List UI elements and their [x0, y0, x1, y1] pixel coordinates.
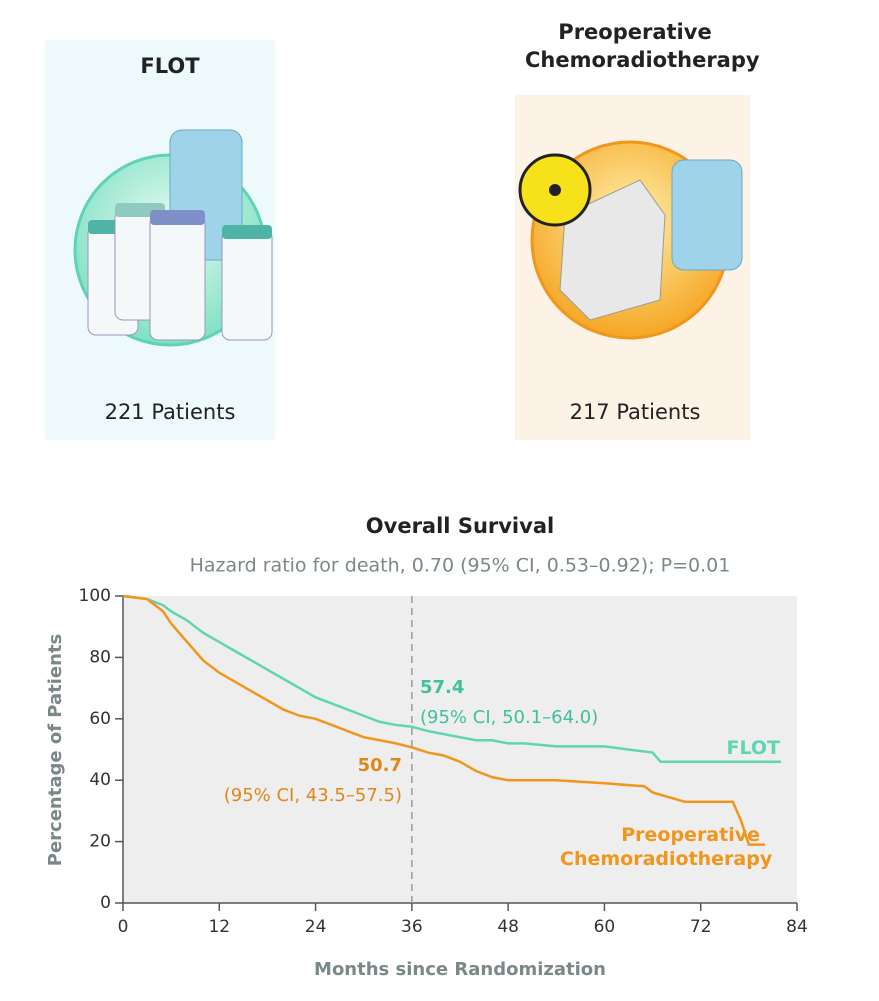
x-tick-label: 24 [305, 917, 327, 937]
x-tick-label: 60 [594, 917, 616, 937]
y-tick-label: 80 [89, 647, 111, 667]
chart-subtitle: Hazard ratio for death, 0.70 (95% CI, 0.… [190, 555, 731, 577]
crt-illustration [515, 95, 750, 440]
x-tick-label: 72 [690, 917, 712, 937]
arm-patients: 221 Patients [104, 400, 236, 424]
x-tick-label: 84 [786, 917, 808, 937]
x-tick-label: 36 [401, 917, 423, 937]
y-tick-label: 60 [89, 709, 111, 729]
plot-bg [123, 596, 797, 903]
vial [149, 214, 206, 341]
annotation-value: 57.4 [420, 677, 465, 698]
annotation-ci: (95% CI, 50.1–64.0) [420, 707, 599, 728]
vial [221, 229, 273, 341]
x-tick-label: 0 [118, 917, 129, 937]
survival-line [122, 594, 765, 846]
y-tick-label: 40 [89, 770, 111, 790]
arm-patients: 217 Patients [569, 400, 701, 424]
x-tick-label: 12 [208, 917, 230, 937]
x-tick-label: 48 [497, 917, 519, 937]
series-label: FLOT [726, 737, 780, 759]
y-tick-label: 100 [79, 586, 111, 606]
machine [559, 179, 666, 321]
series-label: Preoperative Chemoradiotherapy [560, 824, 773, 870]
survival-line [122, 594, 781, 764]
cap [222, 225, 272, 239]
iv-bag [671, 159, 743, 271]
y-tick-label: 20 [89, 832, 111, 852]
flot-illustration [45, 40, 275, 440]
radiation-icon [549, 184, 561, 196]
y-axis-label: Percentage of Patients [45, 634, 66, 867]
x-axis-label: Months since Randomization [314, 959, 606, 980]
annotation-ci: (95% CI, 43.5–57.5) [223, 785, 402, 806]
arm-name: Preoperative Chemoradiotherapy [525, 20, 760, 72]
y-tick-label: 0 [100, 893, 111, 913]
cap [150, 210, 205, 225]
chart-title: Overall Survival [366, 514, 554, 538]
annotation-value: 50.7 [357, 755, 402, 776]
arm-name: FLOT [140, 54, 200, 78]
